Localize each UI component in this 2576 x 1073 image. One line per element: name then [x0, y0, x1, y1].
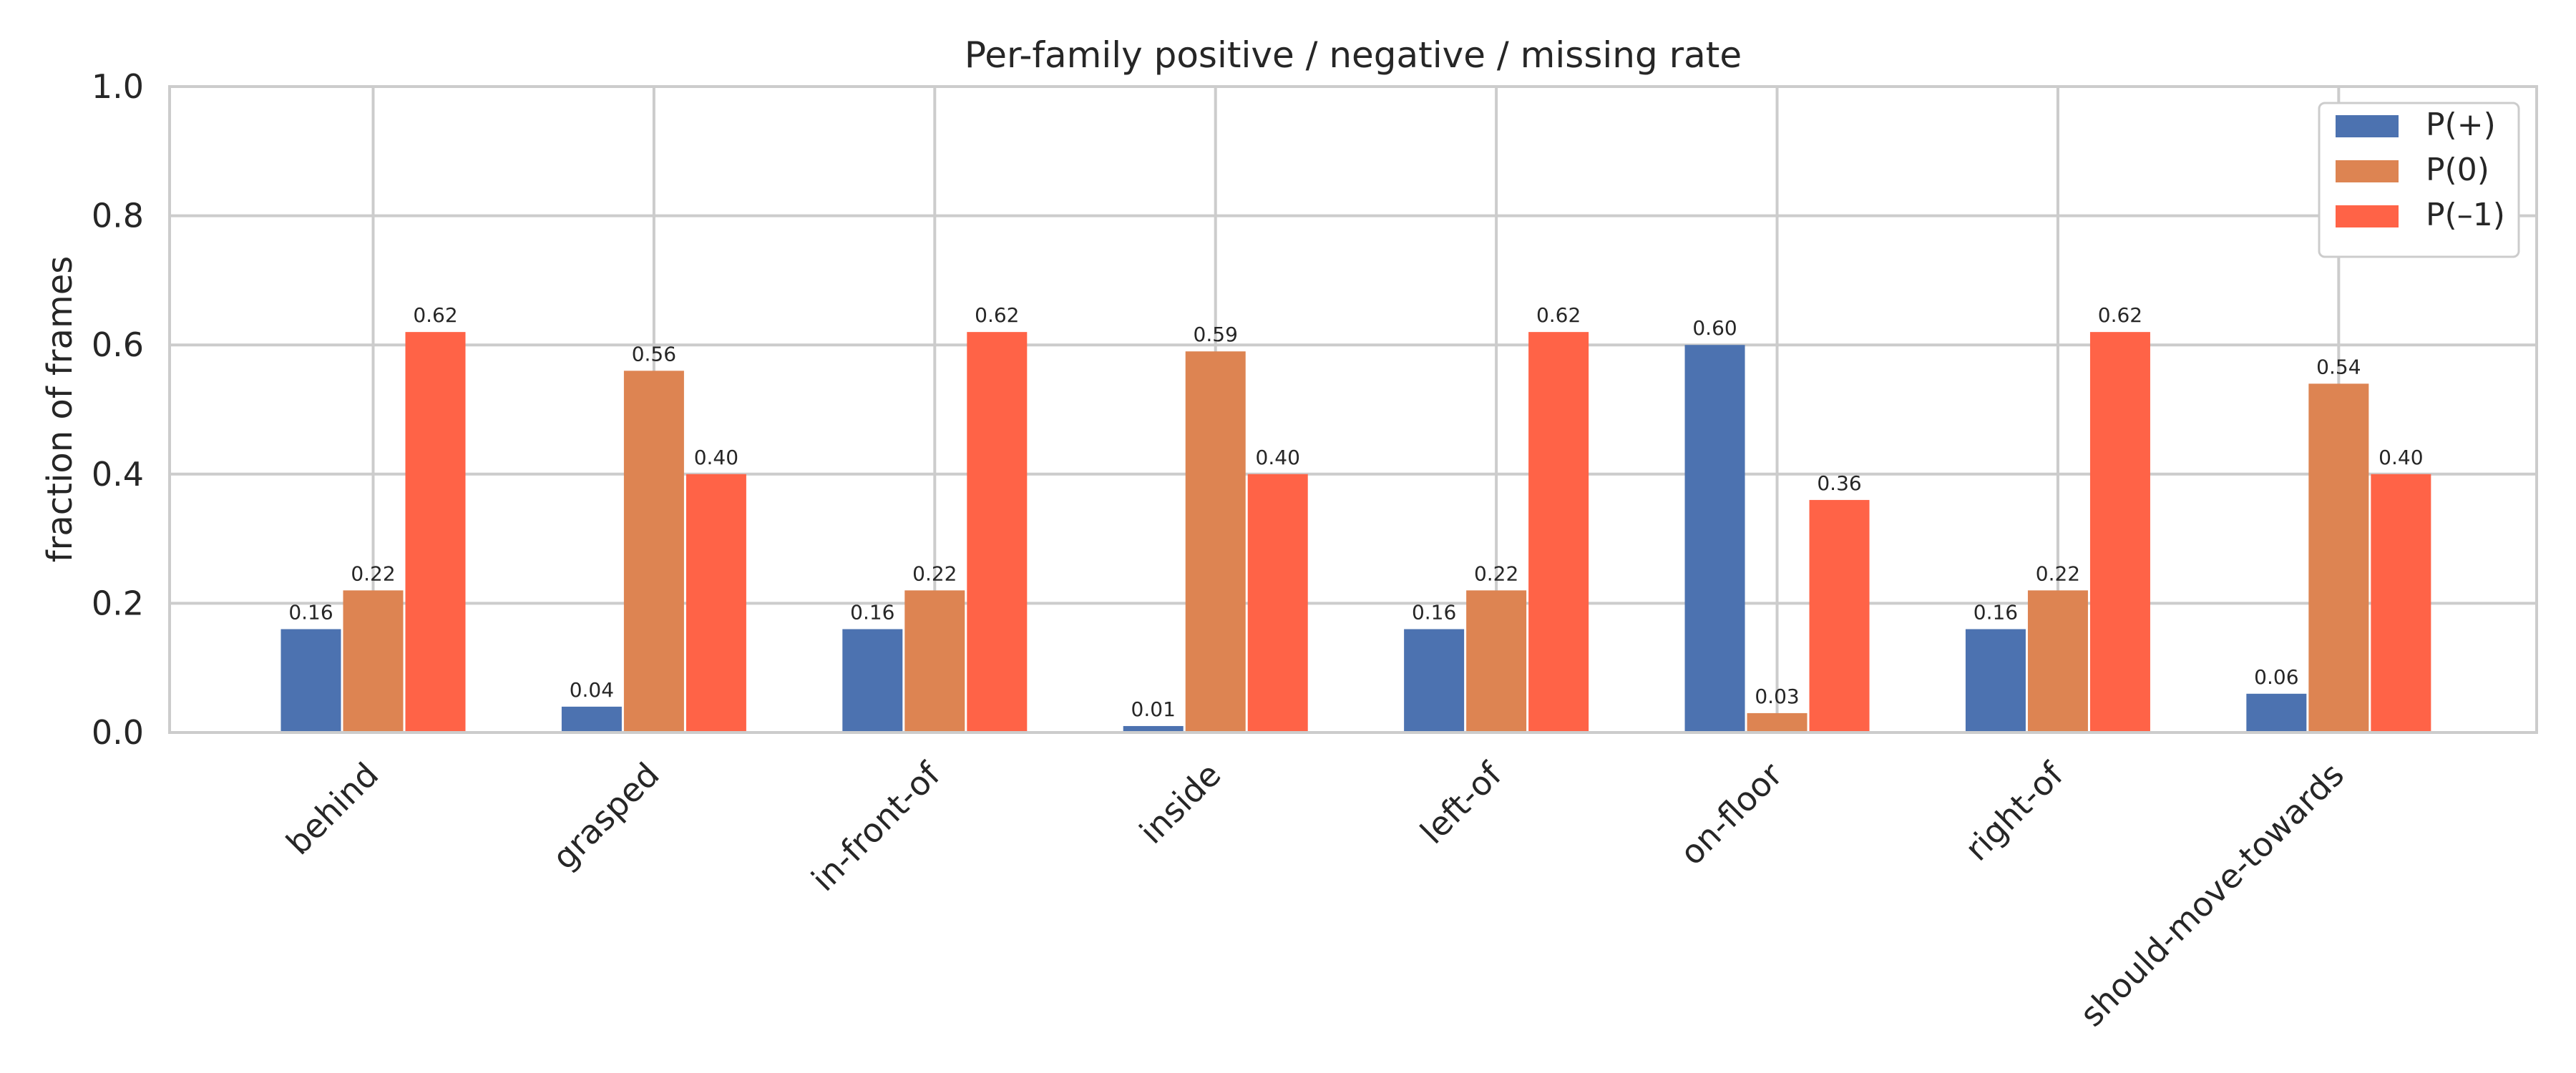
y-tick-label: 0.0 [92, 713, 144, 752]
data-label: 0.36 [1817, 471, 1861, 495]
data-label: 0.22 [1474, 562, 1518, 585]
bar-in-front-of-3 [967, 332, 1028, 733]
legend-label: P(+) [2426, 107, 2496, 143]
data-label: 0.56 [632, 342, 676, 366]
bar-grasped-2 [623, 371, 684, 733]
bar-on-floor-2 [1747, 712, 1807, 733]
data-label: 0.62 [413, 303, 457, 327]
bar-on-floor-1 [1684, 345, 1745, 733]
x-tick-label: should-move-towards [2072, 755, 2351, 1034]
data-label: 0.22 [351, 562, 395, 585]
data-label: 0.16 [1974, 601, 2018, 624]
x-tick-label: behind [279, 755, 386, 863]
y-axis-label: fraction of frames [40, 256, 80, 563]
y-tick-label: 0.2 [92, 584, 144, 622]
x-tick-label: in-front-of [804, 754, 948, 898]
y-axis-ticks: 0.0 0.2 0.4 0.6 0.8 1.0 [92, 67, 144, 752]
chart-title: Per-family positive / negative / missing… [965, 34, 1742, 76]
bar-grasped-3 [686, 474, 746, 733]
x-tick-label: on-floor [1672, 755, 1790, 873]
bar-inside-2 [1185, 351, 1246, 733]
bar-should-move-towards-2 [2308, 383, 2369, 733]
data-label: 0.62 [1536, 303, 1581, 327]
bar-grasped-1 [561, 706, 622, 733]
bar-behind-1 [280, 629, 341, 733]
x-tick-label: inside [1132, 755, 1228, 851]
data-labels: 0.16 0.22 0.62 0.04 0.56 0.40 0.16 0.22 0.62 0.01… [288, 303, 2423, 721]
data-label: 0.22 [2036, 562, 2080, 585]
legend-swatch [2336, 115, 2399, 137]
bar-left-of-2 [1466, 590, 1527, 733]
data-label: 0.22 [912, 562, 957, 585]
y-tick-label: 1.0 [92, 67, 144, 106]
bar-right-of-3 [2089, 332, 2150, 733]
legend-label: P(–1) [2426, 197, 2505, 233]
bar-inside-3 [1247, 474, 1308, 733]
bar-right-of-1 [1965, 629, 2026, 733]
data-label: 0.62 [2098, 303, 2142, 327]
data-label: 0.04 [570, 678, 614, 702]
legend-label: P(0) [2426, 152, 2489, 188]
bar-behind-3 [405, 332, 466, 733]
bar-should-move-towards-3 [2371, 474, 2431, 733]
data-label: 0.62 [975, 303, 1019, 327]
data-label: 0.06 [2254, 665, 2298, 689]
bar-in-front-of-1 [842, 629, 903, 733]
bar-on-floor-3 [1809, 499, 1870, 733]
data-label: 0.40 [2379, 446, 2423, 469]
data-label: 0.54 [2316, 355, 2361, 378]
bar-behind-2 [343, 590, 404, 733]
y-tick-label: 0.6 [92, 325, 144, 364]
data-label: 0.40 [1256, 446, 1300, 469]
data-label: 0.40 [694, 446, 738, 469]
data-label: 0.16 [850, 601, 894, 624]
x-axis-ticks: behind grasped in-front-of inside left-of on-… [279, 754, 2352, 1034]
x-tick-label: grasped [545, 755, 666, 877]
data-label: 0.59 [1194, 323, 1238, 346]
legend-swatch [2336, 205, 2399, 227]
data-label: 0.16 [1412, 601, 1456, 624]
bar-left-of-1 [1404, 629, 1465, 733]
y-tick-label: 0.4 [92, 455, 144, 494]
bar-inside-1 [1123, 725, 1184, 733]
plot-frame [168, 85, 2538, 734]
bar-in-front-of-2 [904, 590, 965, 733]
x-tick-label: right-of [1957, 754, 2072, 868]
bars [280, 332, 2431, 733]
data-label: 0.60 [1692, 316, 1737, 340]
data-label: 0.16 [288, 601, 333, 624]
legend-swatch [2336, 160, 2399, 182]
bar-left-of-3 [1528, 332, 1589, 733]
x-tick-label: left-of [1413, 754, 1510, 851]
bar-should-move-towards-1 [2246, 693, 2307, 733]
bar-right-of-2 [2027, 590, 2088, 733]
legend: P(+) P(0) P(–1) [2318, 102, 2520, 258]
data-label: 0.03 [1755, 685, 1799, 708]
grid-lines [170, 85, 2537, 734]
data-label: 0.01 [1131, 697, 1176, 721]
y-tick-label: 0.8 [92, 197, 144, 235]
